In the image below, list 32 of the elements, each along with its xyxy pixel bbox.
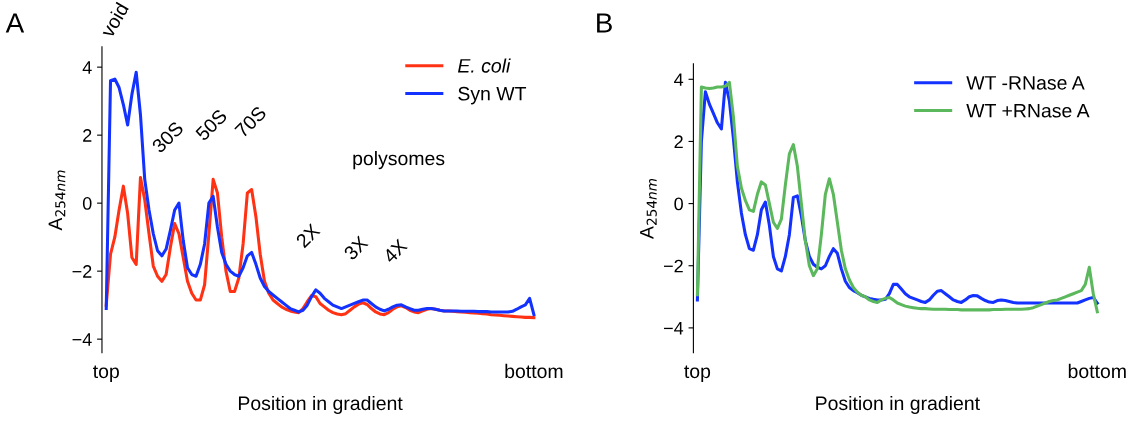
y-axis-title: A$_{254nm}$ [640, 178, 657, 240]
x-tick-label: bottom [1068, 363, 1126, 379]
legend-label: WT +RNase A [966, 103, 1090, 118]
y-axis-title: A$_{254nm}$ [48, 170, 66, 231]
y-tick-label: 4 [82, 61, 92, 74]
y-tick-label: −2 [663, 259, 683, 273]
text: A [5, 13, 25, 33]
annotation: 30S [151, 120, 185, 154]
x-axis-title: Position in gradient [238, 395, 403, 414]
y-tick-label: −4 [663, 322, 684, 335]
legend-label: E. coli [457, 58, 511, 73]
annotation: 50S [194, 108, 228, 142]
y-tick-label: 2 [83, 129, 92, 142]
legend-label: WT -RNase A [966, 76, 1085, 90]
y-tick-label: 0 [674, 197, 683, 211]
x-axis-title: Position in gradient [816, 395, 980, 414]
annotation: 4X [382, 238, 408, 264]
annotation: 2X [295, 222, 321, 249]
annotation: polysomes [353, 151, 445, 170]
annotation: 70S [234, 105, 268, 139]
x-tick-label: bottom [505, 363, 563, 379]
x-tick-label: top [93, 365, 119, 382]
text: void [99, 1, 129, 39]
text: B [597, 13, 612, 33]
y-tick-label: 4 [674, 73, 684, 86]
legend-label: Syn WT [458, 86, 527, 105]
y-tick-label: 2 [674, 135, 683, 148]
x-tick-label: top [684, 365, 711, 382]
annotation: 3X [343, 235, 369, 261]
y-tick-label: −2 [72, 265, 92, 278]
y-tick-label: −4 [72, 333, 92, 346]
y-tick-label: 0 [82, 197, 92, 210]
